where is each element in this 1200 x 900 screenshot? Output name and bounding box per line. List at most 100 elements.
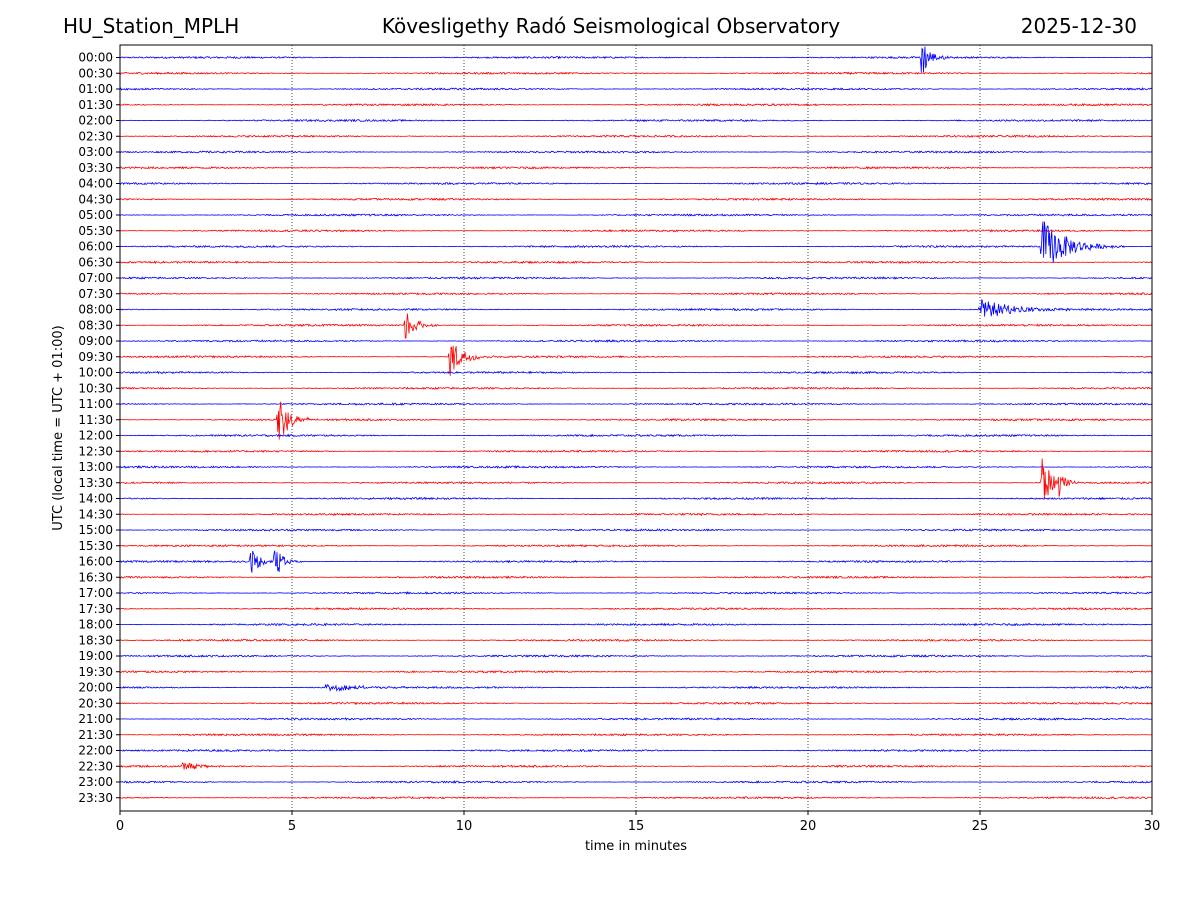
trace-0430 bbox=[119, 197, 1153, 202]
y-tick-label: 09:00 bbox=[78, 334, 113, 348]
y-tick-label: 22:30 bbox=[78, 759, 113, 773]
trace-2000 bbox=[119, 683, 1153, 693]
trace-1830 bbox=[119, 638, 1153, 642]
x-axis-label: time in minutes bbox=[585, 839, 687, 854]
y-tick-label: 04:00 bbox=[78, 177, 113, 191]
y-axis-label: UTC (local time = UTC + 01:00) bbox=[51, 325, 66, 530]
trace-0530 bbox=[119, 229, 1153, 233]
trace-0800 bbox=[119, 299, 1153, 317]
trace-0000 bbox=[119, 46, 1153, 73]
trace-0300 bbox=[119, 150, 1153, 154]
trace-1330 bbox=[119, 458, 1153, 500]
y-tick-label: 20:00 bbox=[78, 681, 113, 695]
trace-1230 bbox=[119, 449, 1153, 454]
y-tick-label: 04:30 bbox=[78, 192, 113, 206]
y-tick-label: 23:30 bbox=[78, 791, 113, 805]
trace-0900 bbox=[119, 339, 1153, 343]
trace-1700 bbox=[119, 591, 1153, 595]
x-tick-label: 0 bbox=[116, 819, 124, 834]
y-tick-label: 08:00 bbox=[78, 303, 113, 317]
y-tick-label: 21:00 bbox=[78, 712, 113, 726]
trace-0730 bbox=[119, 292, 1153, 296]
trace-2100 bbox=[119, 717, 1153, 721]
trace-2300 bbox=[119, 779, 1153, 784]
x-tick-label: 15 bbox=[628, 819, 645, 834]
date-label: 2025-12-30 bbox=[1020, 14, 1137, 38]
trace-1500 bbox=[119, 528, 1153, 532]
y-tick-label: 19:30 bbox=[78, 665, 113, 679]
y-tick-label: 03:00 bbox=[78, 145, 113, 159]
trace-1930 bbox=[119, 670, 1153, 674]
x-tick-label: 10 bbox=[456, 819, 473, 834]
trace-2330 bbox=[119, 796, 1153, 800]
y-tick-label: 20:30 bbox=[78, 696, 113, 710]
y-tick-label: 02:00 bbox=[78, 114, 113, 128]
y-tick-label: 13:30 bbox=[78, 476, 113, 490]
y-tick-label: 14:30 bbox=[78, 507, 113, 521]
y-tick-label: 11:00 bbox=[78, 397, 113, 411]
trace-1200 bbox=[119, 433, 1153, 438]
y-tick-label: 00:00 bbox=[78, 51, 113, 65]
y-tick-label: 07:30 bbox=[78, 287, 113, 301]
y-tick-label: 17:30 bbox=[78, 602, 113, 616]
y-tick-label: 22:00 bbox=[78, 744, 113, 758]
trace-1630 bbox=[119, 575, 1153, 580]
y-tick-label: 17:00 bbox=[78, 586, 113, 600]
y-tick-label: 18:30 bbox=[78, 633, 113, 647]
y-tick-label: 23:00 bbox=[78, 775, 113, 789]
trace-0400 bbox=[119, 181, 1153, 186]
y-tick-label: 12:00 bbox=[78, 429, 113, 443]
y-tick-label: 16:00 bbox=[78, 555, 113, 569]
y-tick-label: 01:30 bbox=[78, 98, 113, 112]
y-tick-label: 12:30 bbox=[78, 444, 113, 458]
y-tick-label: 02:30 bbox=[78, 129, 113, 143]
trace-2030 bbox=[119, 701, 1153, 706]
trace-0230 bbox=[119, 134, 1153, 139]
trace-1430 bbox=[119, 512, 1153, 517]
y-tick-label: 13:00 bbox=[78, 460, 113, 474]
y-tick-label: 18:00 bbox=[78, 618, 113, 632]
x-tick-label: 25 bbox=[972, 819, 989, 834]
y-tick-label: 03:30 bbox=[78, 161, 113, 175]
trace-1100 bbox=[119, 402, 1153, 406]
trace-0630 bbox=[119, 260, 1153, 265]
trace-1900 bbox=[119, 654, 1153, 658]
trace-0330 bbox=[119, 165, 1153, 170]
y-tick-label: 16:30 bbox=[78, 570, 113, 584]
y-tick-label: 15:00 bbox=[78, 523, 113, 537]
x-tick-label: 5 bbox=[288, 819, 296, 834]
trace-1000 bbox=[119, 370, 1153, 375]
trace-0600 bbox=[119, 221, 1153, 264]
x-tick-label: 20 bbox=[800, 819, 817, 834]
y-tick-label: 15:30 bbox=[78, 539, 113, 553]
y-tick-label: 05:30 bbox=[78, 224, 113, 238]
y-tick-label: 05:00 bbox=[78, 208, 113, 222]
trace-1600 bbox=[119, 550, 1153, 573]
y-tick-label: 21:30 bbox=[78, 728, 113, 742]
y-tick-label: 07:00 bbox=[78, 271, 113, 285]
y-tick-label: 10:00 bbox=[78, 366, 113, 380]
trace-0030 bbox=[119, 71, 1153, 76]
y-tick-label: 06:00 bbox=[78, 240, 113, 254]
trace-1730 bbox=[119, 606, 1153, 611]
y-tick-label: 10:30 bbox=[78, 381, 113, 395]
trace-0200 bbox=[119, 118, 1153, 123]
trace-2230 bbox=[119, 761, 1153, 770]
y-tick-label: 14:00 bbox=[78, 492, 113, 506]
trace-0700 bbox=[119, 276, 1153, 280]
trace-2130 bbox=[119, 733, 1153, 737]
trace-0930 bbox=[119, 345, 1153, 376]
station-name: HU_Station_MPLH bbox=[63, 14, 240, 38]
observatory-title: Kövesligethy Radó Seismological Observat… bbox=[381, 14, 841, 38]
trace-1530 bbox=[119, 543, 1153, 548]
x-tick-label: 30 bbox=[1144, 819, 1161, 834]
trace-1800 bbox=[119, 622, 1153, 627]
y-tick-label: 08:30 bbox=[78, 318, 113, 332]
trace-0500 bbox=[119, 213, 1153, 217]
trace-0130 bbox=[119, 103, 1153, 107]
y-tick-label: 06:30 bbox=[78, 255, 113, 269]
trace-2200 bbox=[119, 748, 1153, 753]
y-tick-label: 09:30 bbox=[78, 350, 113, 364]
trace-1400 bbox=[119, 496, 1153, 501]
